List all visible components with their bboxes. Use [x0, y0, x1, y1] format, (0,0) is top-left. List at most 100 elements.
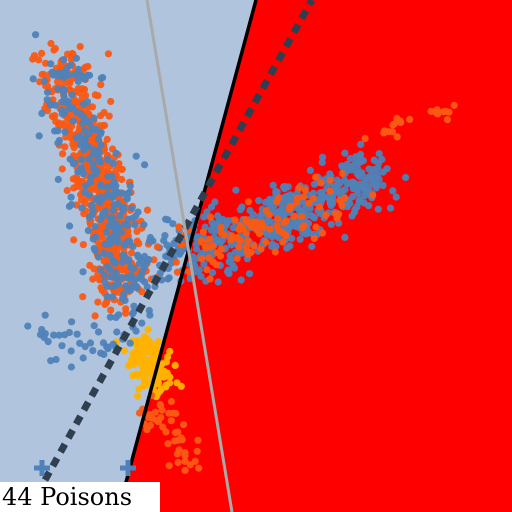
- data-point-yellow: [144, 326, 152, 334]
- data-point-orange: [217, 223, 225, 231]
- data-point-blue: [374, 205, 382, 213]
- data-point-orange: [97, 284, 105, 292]
- data-point-blue: [349, 193, 357, 201]
- data-point-orange: [450, 101, 458, 109]
- poison-count-caption: 44 Poisons: [0, 482, 160, 512]
- data-point-orange: [205, 254, 213, 262]
- data-point-blue: [359, 157, 367, 165]
- data-point-yellow: [166, 347, 174, 356]
- data-point-blue: [217, 238, 225, 246]
- data-point-orange: [100, 257, 108, 265]
- data-point-yellow: [171, 361, 179, 369]
- data-point-orange: [231, 216, 239, 224]
- data-point-orange: [299, 193, 308, 201]
- data-point-blue: [333, 182, 341, 190]
- data-point-blue: [97, 141, 105, 149]
- data-point-blue: [132, 152, 140, 160]
- data-point-blue: [143, 283, 151, 291]
- data-point-blue: [54, 72, 63, 80]
- data-point-blue: [375, 175, 383, 183]
- data-point-blue: [360, 199, 368, 207]
- data-point-blue: [352, 153, 360, 161]
- data-point-orange: [89, 184, 97, 192]
- data-point-orange: [271, 248, 279, 256]
- data-point-orange: [445, 108, 453, 116]
- data-point-blue: [105, 240, 113, 248]
- data-point-blue: [82, 182, 90, 190]
- data-point-orange: [65, 77, 74, 86]
- data-point-blue: [74, 65, 82, 73]
- data-point-orange: [318, 229, 327, 237]
- data-point-orange: [70, 144, 78, 152]
- data-point-orange: [171, 429, 179, 437]
- data-point-orange: [156, 401, 165, 409]
- data-point-orange: [181, 452, 189, 460]
- data-point-blue: [40, 333, 48, 342]
- data-point-blue: [341, 233, 349, 241]
- data-point-blue: [69, 160, 77, 168]
- data-point-blue: [365, 165, 373, 173]
- data-point-orange: [50, 46, 58, 54]
- data-point-orange: [341, 194, 349, 202]
- data-point-blue: [91, 247, 99, 255]
- data-point-orange: [94, 298, 102, 306]
- data-point-orange: [275, 194, 283, 202]
- data-point-orange: [103, 135, 111, 143]
- data-point-orange: [159, 423, 167, 431]
- data-point-blue: [79, 354, 87, 362]
- data-point-orange: [101, 300, 109, 309]
- data-point-orange: [165, 462, 173, 470]
- data-point-blue: [51, 127, 59, 135]
- data-point-blue: [126, 182, 134, 190]
- data-point-orange: [262, 238, 270, 246]
- data-point-blue: [101, 278, 109, 286]
- data-point-blue: [371, 180, 379, 189]
- data-point-blue: [131, 275, 139, 283]
- data-point-orange: [256, 230, 264, 238]
- data-point-blue: [305, 229, 313, 237]
- data-point-blue: [90, 322, 98, 330]
- data-point-blue: [341, 186, 349, 194]
- data-point-blue: [67, 61, 75, 69]
- data-point-yellow: [140, 333, 148, 341]
- data-point-blue: [126, 339, 134, 347]
- boundary-lines: [41, 0, 316, 512]
- data-point-blue: [379, 181, 387, 189]
- data-point-blue: [68, 91, 76, 99]
- data-point-blue: [265, 231, 273, 239]
- data-point-orange: [236, 236, 244, 244]
- data-point-blue: [64, 97, 73, 106]
- data-point-blue: [106, 214, 114, 222]
- data-point-blue: [215, 218, 223, 226]
- data-point-orange: [265, 211, 273, 219]
- data-point-orange: [47, 39, 55, 48]
- data-point-orange: [175, 223, 183, 231]
- data-point-orange: [361, 135, 369, 143]
- data-point-blue: [50, 331, 58, 339]
- data-point-orange: [312, 223, 320, 231]
- data-point-blue: [91, 223, 99, 231]
- data-point-orange: [397, 118, 405, 126]
- data-point-orange: [206, 275, 214, 283]
- data-point-blue: [94, 328, 103, 336]
- data-point-orange: [181, 466, 189, 474]
- data-point-blue: [108, 293, 117, 301]
- data-point-blue: [124, 215, 132, 223]
- data-point-blue: [112, 149, 120, 157]
- data-point-blue: [348, 212, 356, 220]
- data-point-blue: [92, 195, 100, 203]
- data-point-blue: [94, 135, 103, 143]
- data-point-orange: [107, 306, 115, 314]
- data-point-orange: [242, 229, 250, 237]
- data-point-blue: [197, 272, 205, 280]
- data-point-orange: [169, 409, 177, 417]
- data-point-orange: [181, 457, 189, 465]
- data-point-blue: [54, 175, 62, 184]
- data-point-blue: [68, 318, 76, 326]
- data-point-orange: [248, 218, 256, 226]
- data-point-orange: [205, 235, 213, 243]
- data-point-blue: [316, 189, 324, 197]
- data-point-blue: [392, 193, 400, 201]
- data-point-orange: [73, 182, 81, 190]
- data-point-blue: [211, 198, 219, 206]
